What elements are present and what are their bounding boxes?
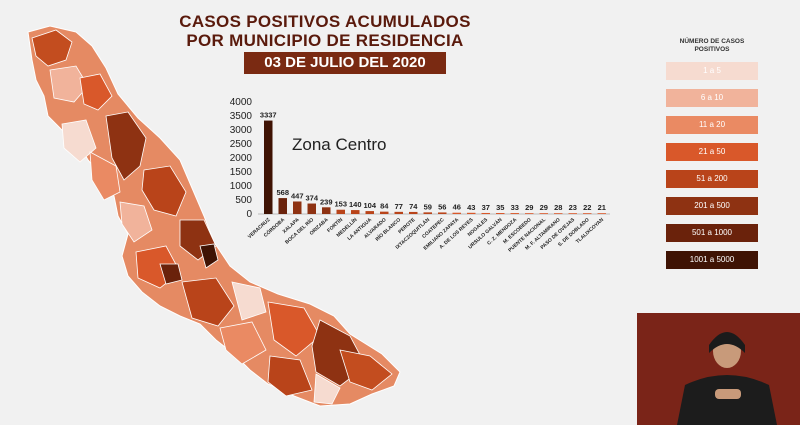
bar-value-label: 374: [305, 194, 318, 203]
legend: NÚMERO DE CASOS POSITIVOS 1 a 5 6 a 10 11 …: [662, 38, 762, 278]
legend-item: 11 a 20: [666, 116, 758, 134]
legend-item: 1001 a 5000: [666, 251, 758, 269]
bar: [583, 213, 592, 214]
legend-item: 1 a 5: [666, 62, 758, 80]
bar: [322, 207, 331, 214]
bar: [539, 213, 548, 214]
bar-value-label: 84: [380, 202, 389, 211]
y-tick-label: 3500: [230, 111, 253, 122]
bar: [409, 211, 418, 214]
title-line-2: POR MUNICIPIO DE RESIDENCIA: [186, 31, 464, 50]
y-axis: 0 500 1000 1500 2000 2500 3000 3500 4000: [230, 97, 253, 220]
bar: [394, 211, 403, 214]
legend-item: 201 a 500: [666, 197, 758, 215]
bar: [568, 213, 577, 214]
bar-value-label: 56: [438, 202, 446, 211]
veracruz-map: [27, 25, 401, 407]
bar-chart: 0 500 1000 1500 2000 2500 3000 3500 4000 Zona Ce…: [230, 97, 610, 254]
map-region: [159, 263, 183, 285]
map-region: [89, 151, 121, 201]
map-region: [339, 349, 393, 391]
bar: [365, 211, 374, 214]
y-tick-label: 1000: [230, 181, 253, 192]
bar: [452, 212, 461, 214]
map-region: [199, 243, 219, 269]
bar: [467, 212, 476, 214]
date-badge: 03 DE JULIO DEL 2020: [244, 52, 446, 74]
bar-value-label: 568: [276, 188, 289, 197]
y-tick-label: 3000: [230, 125, 253, 136]
map-region: [267, 355, 313, 397]
bar-value-label: 23: [569, 203, 577, 212]
legend-title: NÚMERO DE CASOS POSITIVOS: [662, 38, 762, 54]
chart-title: Zona Centro: [292, 135, 387, 154]
bar: [510, 213, 519, 214]
y-tick-label: 0: [246, 209, 252, 220]
map-region: [313, 373, 341, 405]
bar: [380, 211, 389, 214]
bar: [278, 198, 287, 214]
interpreter-figure: [637, 313, 800, 425]
y-tick-label: 1500: [230, 167, 253, 178]
legend-item: 6 a 10: [666, 89, 758, 107]
bar: [423, 212, 432, 214]
legend-item: 501 a 1000: [666, 224, 758, 242]
bar-value-label: 21: [598, 203, 606, 212]
map-region: [79, 73, 113, 111]
bar: [307, 203, 316, 214]
bar-value-label: 74: [409, 202, 418, 211]
map-region: [181, 277, 235, 327]
map-region: [31, 29, 73, 67]
bar-value-label: 153: [334, 200, 347, 209]
legend-item: 51 a 200: [666, 170, 758, 188]
bar-value-label: 37: [482, 203, 490, 212]
bar-value-label: 104: [363, 201, 376, 210]
map-region: [119, 201, 153, 243]
title-line-1: CASOS POSITIVOS ACUMULADOS: [179, 12, 471, 31]
legend-title-line-1: NÚMERO DE CASOS: [679, 38, 745, 45]
map-region: [219, 321, 267, 365]
bar-value-label: 140: [349, 200, 362, 209]
map-region: [49, 65, 89, 103]
bar: [496, 213, 505, 214]
bar-value-label: 447: [291, 191, 304, 200]
y-tick-label: 500: [235, 195, 252, 206]
chart-title-block: CASOS POSITIVOS ACUMULADOS POR MUNICIPIO…: [160, 12, 490, 50]
bar: [554, 213, 563, 214]
legend-item: 21 a 50: [666, 143, 758, 161]
bar-value-label: 239: [320, 197, 333, 206]
y-tick-label: 4000: [230, 97, 253, 108]
bar: [293, 201, 302, 214]
y-tick-label: 2500: [230, 139, 253, 150]
bar-value-label: 28: [554, 203, 562, 212]
bar: [336, 209, 345, 214]
bar: [597, 213, 606, 214]
bar-value-label: 3337: [260, 111, 277, 120]
map-region: [105, 111, 147, 181]
bar: [525, 213, 534, 214]
bar: [438, 212, 447, 214]
bar-value-label: 35: [496, 203, 504, 212]
bar-value-label: 43: [467, 203, 475, 212]
bar: [481, 212, 490, 214]
y-tick-label: 2000: [230, 153, 253, 164]
bar-value-label: 22: [583, 203, 591, 212]
bar-value-label: 33: [511, 203, 519, 212]
map-region: [231, 281, 267, 321]
map-region: [61, 119, 97, 163]
bar-value-label: 46: [453, 203, 461, 212]
map-region: [141, 165, 187, 217]
map-region: [267, 301, 321, 357]
bar-value-label: 29: [540, 203, 548, 212]
bar: [351, 210, 360, 214]
legend-items: 1 a 5 6 a 10 11 a 20 21 a 50 51 a 200 201 a 5…: [662, 62, 762, 269]
legend-title-line-2: POSITIVOS: [694, 46, 730, 53]
sign-language-interpreter-video: [637, 313, 800, 425]
bar-value-label: 77: [395, 202, 403, 211]
bar-value-label: 29: [525, 203, 533, 212]
bar-value-label: 59: [424, 202, 432, 211]
bar: [264, 120, 273, 214]
